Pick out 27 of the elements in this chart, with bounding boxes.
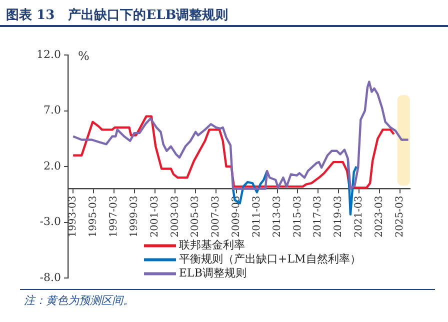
- x-tick-label: 1997-03: [108, 196, 120, 238]
- chart-title: 图表 13 产出缺口下的ELB调整规则: [6, 6, 228, 24]
- x-tick-label: 1999-03: [128, 196, 140, 238]
- x-tick-label: 2021-03: [354, 196, 365, 238]
- legend-label: ELB调整规则: [179, 266, 246, 280]
- legend-label: 联邦基金利率: [179, 238, 245, 252]
- x-tick-label: 2001-03: [149, 196, 160, 238]
- x-tick-label: 2009-03: [231, 196, 242, 238]
- x-tick-label: 2023-03: [374, 196, 385, 238]
- x-tick-label: 2015-03: [292, 196, 304, 238]
- x-tick-label: 2011-03: [251, 196, 262, 238]
- x-tick-label: 2007-03: [210, 196, 222, 238]
- y-tick-label: 7.0: [44, 104, 61, 117]
- legend-label: 平衡规则（产出缺口+LM自然利率）: [179, 252, 361, 266]
- x-tick-label: 1995-03: [88, 196, 100, 238]
- y-tick-label: 12.0: [36, 48, 61, 61]
- y-tick-label: -3.0: [40, 215, 61, 228]
- y-tick-label: -8.0: [40, 270, 61, 284]
- x-tick-label: 2019-03: [333, 196, 344, 238]
- x-tick-label: 2013-03: [272, 196, 283, 238]
- x-tick-label: 2017-03: [312, 196, 324, 238]
- x-tick-label: 2025-03: [394, 196, 406, 238]
- y-axis-title: %: [78, 49, 90, 64]
- x-tick-label: 2005-03: [190, 196, 202, 238]
- y-tick-label: 2.0: [44, 159, 61, 172]
- x-tick-label: 2003-03: [170, 196, 181, 238]
- text: 注：黄色为预测区间。: [24, 293, 134, 308]
